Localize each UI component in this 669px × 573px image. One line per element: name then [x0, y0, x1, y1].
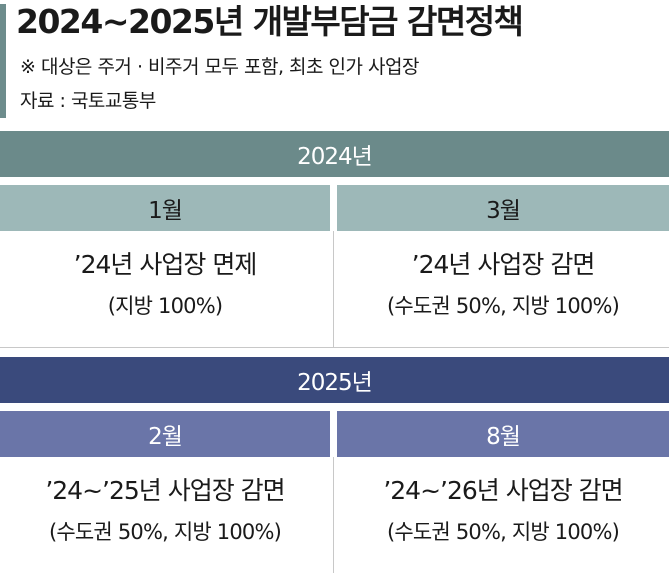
section-divider [0, 347, 669, 348]
month-header-left: 2월 [0, 411, 330, 457]
source-note: 자료 : 국토교통부 [20, 90, 156, 112]
policy-description: ’24년 사업장 감면 [411, 250, 596, 279]
year-header: 2024년 [0, 131, 669, 177]
year-header: 2025년 [0, 357, 669, 403]
section-2025: 2025년 2월 8월 ’24~’25년 사업장 감면 (수도권 50%, 지방… [0, 357, 669, 573]
section-2024: 2024년 1월 3월 ’24년 사업장 면제 (지방 100%) ’24년 사… [0, 131, 669, 349]
policy-rate: (수도권 50%, 지방 100%) [387, 520, 620, 544]
page-title: 2024~2025년 개발부담금 감면정책 [16, 2, 524, 41]
policy-rate: (수도권 50%, 지방 100%) [387, 294, 620, 318]
policy-cell: ’24년 사업장 감면 (수도권 50%, 지방 100%) [337, 231, 669, 347]
policy-cell: ’24~’26년 사업장 감면 (수도권 50%, 지방 100%) [337, 457, 669, 573]
policy-cell: ’24년 사업장 면제 (지방 100%) [0, 231, 330, 347]
policy-description: ’24~’26년 사업장 감면 [383, 476, 623, 505]
month-header-right: 3월 [337, 185, 669, 231]
column-divider [333, 457, 334, 573]
column-divider [333, 231, 334, 347]
header: 2024~2025년 개발부담금 감면정책 ※ 대상은 주거 · 비주거 모두 … [0, 0, 669, 122]
policy-cell: ’24~’25년 사업장 감면 (수도권 50%, 지방 100%) [0, 457, 330, 573]
policy-rate: (수도권 50%, 지방 100%) [49, 520, 282, 544]
policy-description: ’24년 사업장 면제 [73, 250, 258, 279]
policy-rate: (지방 100%) [107, 294, 223, 318]
month-header-left: 1월 [0, 185, 330, 231]
subtitle-note: ※ 대상은 주거 · 비주거 모두 포함, 최초 인가 사업장 [20, 56, 419, 78]
policy-description: ’24~’25년 사업장 감면 [45, 476, 285, 505]
month-header-right: 8월 [337, 411, 669, 457]
accent-bar [0, 4, 6, 118]
